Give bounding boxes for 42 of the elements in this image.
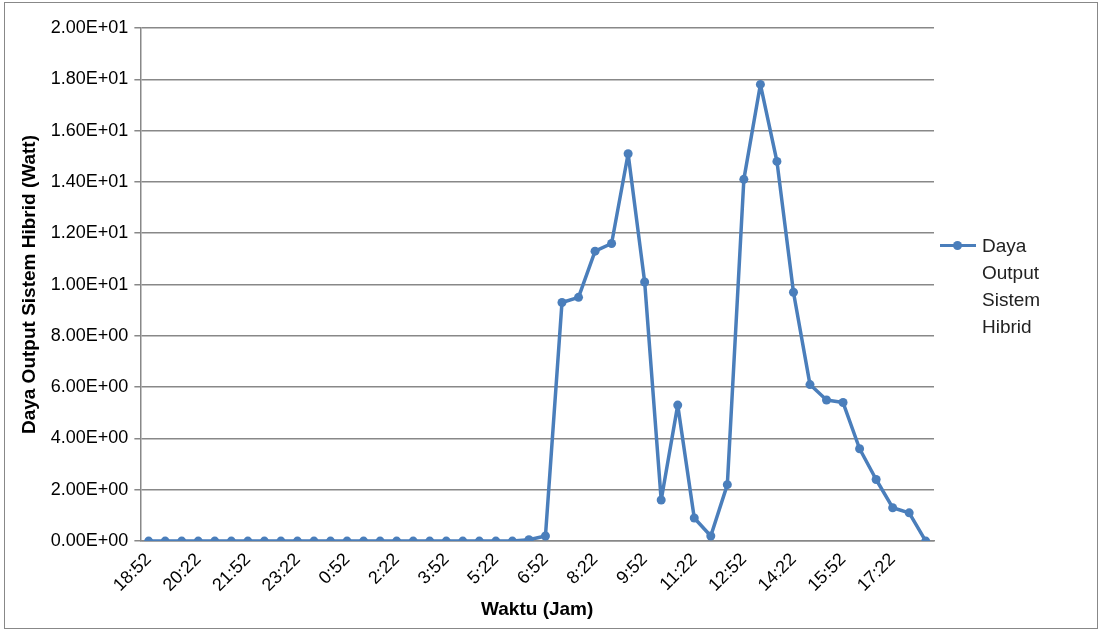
point — [574, 292, 584, 302]
x-axis-title: Waktu (Jam) — [481, 597, 594, 619]
point — [822, 395, 832, 405]
point — [805, 380, 815, 390]
legend-label: Daya Output Sistem Hibrid — [982, 234, 1042, 339]
point — [722, 480, 732, 490]
x-tick-label: 9:52 — [612, 548, 651, 588]
point — [871, 475, 881, 485]
point — [772, 156, 782, 166]
y-tick-label: 2.00E+01 — [50, 16, 129, 37]
y-axis-title: Daya Output Sistem Hibrid (Watt) — [17, 134, 39, 435]
y-tick-label: 1.80E+01 — [50, 68, 129, 89]
y-tick-label: 1.20E+01 — [50, 222, 129, 243]
point — [673, 400, 683, 410]
point — [689, 513, 699, 523]
y-tick-label: 1.40E+01 — [50, 170, 129, 191]
point — [755, 79, 765, 89]
point — [524, 535, 534, 542]
point — [656, 495, 666, 505]
point — [590, 246, 600, 256]
point — [855, 444, 865, 454]
y-tick-label: 8.00E+00 — [50, 324, 129, 345]
y-tick-label: 1.00E+01 — [50, 273, 129, 294]
point — [706, 531, 716, 541]
x-tick-label: 6:52 — [512, 548, 552, 588]
x-tick-label: 8:22 — [562, 548, 602, 588]
point — [888, 503, 898, 513]
point — [904, 508, 914, 518]
y-tick-label: 6.00E+00 — [50, 376, 129, 397]
point — [788, 287, 798, 297]
y-tick-label: 2.00E+00 — [50, 478, 129, 499]
y-tick-label: 0.00E+00 — [50, 530, 129, 551]
y-tick-label: 1.60E+01 — [50, 119, 129, 140]
point — [607, 238, 617, 248]
point — [540, 531, 550, 541]
point — [623, 149, 633, 159]
y-tick-label: 4.00E+00 — [50, 427, 129, 448]
point — [739, 174, 749, 184]
x-tick-label: 0:52 — [314, 548, 354, 588]
point — [838, 398, 848, 408]
point — [557, 298, 567, 307]
point — [640, 277, 650, 287]
